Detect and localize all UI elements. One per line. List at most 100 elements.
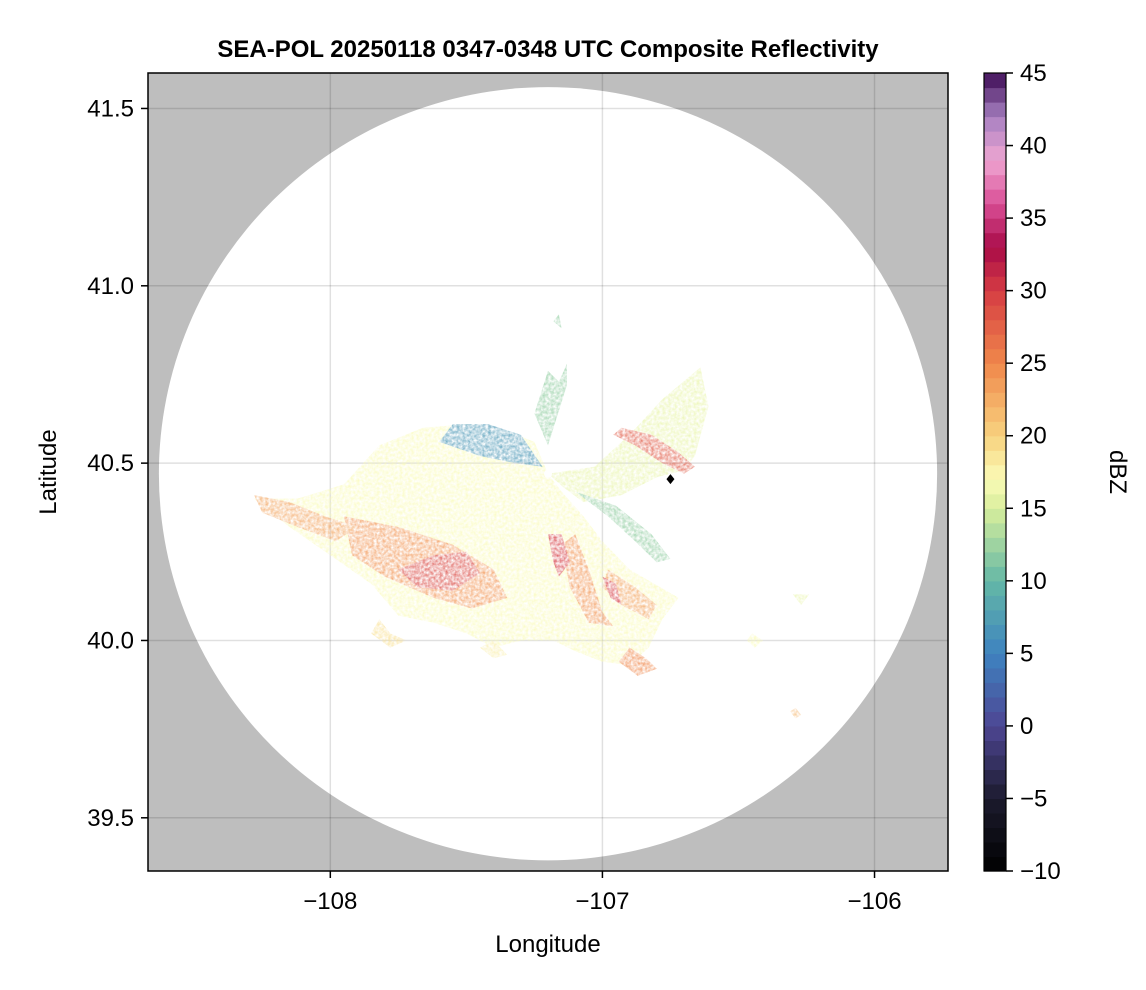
site-markers: [544, 469, 675, 485]
colorbar-segment: [984, 276, 1006, 292]
colorbar-segment: [984, 493, 1006, 509]
echo-southeast-isle: [790, 707, 802, 719]
colorbar-segment: [984, 696, 1006, 712]
colorbar-segment: [984, 218, 1006, 234]
colorbar-segment: [984, 290, 1006, 306]
y-tick-label: 41.0: [87, 273, 134, 300]
colorbar-segment: [984, 479, 1006, 495]
colorbar-segment: [984, 508, 1006, 524]
colorbar-segment: [984, 812, 1006, 829]
echo-ray-peak-2: [602, 576, 622, 605]
colorbar-frame: [983, 72, 1007, 872]
colorbar-tick-label: 0: [1020, 713, 1033, 740]
echo-small-isle-2: [553, 314, 562, 329]
colorbar-segment: [984, 450, 1006, 466]
colorbar-segment: [984, 769, 1006, 785]
colorbar-tick-label: 20: [1020, 423, 1047, 450]
colorbar-tick-label: 30: [1020, 278, 1047, 305]
colorbar-segment: [984, 609, 1006, 625]
echo-south-isle-2: [480, 640, 508, 659]
colorbar-tick-label: 35: [1020, 205, 1047, 232]
colorbar-ticks: −10 −5 0 5 10 15 20 25 30 35 40 45: [1006, 60, 1061, 885]
location-marker: [666, 474, 675, 485]
colorbar-segment: [984, 174, 1006, 190]
colorbar-segment: [984, 189, 1006, 205]
colorbar-segment: [984, 798, 1006, 814]
y-axis-label: Latitude: [35, 429, 62, 514]
colorbar-segment: [984, 421, 1006, 437]
echo-south-ray-b: [602, 569, 657, 620]
colorbar-segment: [984, 740, 1006, 756]
colorbar-tick-label: 5: [1020, 640, 1033, 667]
colorbar-segment: [984, 682, 1006, 698]
colorbar-tick-label: 45: [1020, 60, 1047, 87]
colorbar-segment: [984, 406, 1006, 422]
colorbar-segment: [984, 566, 1006, 582]
echo-southwest-peak: [398, 551, 480, 591]
echo-south-tip: [618, 647, 657, 676]
chart-title: SEA-POL 20250118 0347-0348 UTC Composite…: [217, 36, 879, 63]
colorbar-segment: [984, 595, 1006, 611]
echo-northeast-band: [613, 427, 695, 474]
x-tick-label: −107: [575, 888, 629, 915]
x-tick-label: −106: [847, 888, 901, 915]
colorbar-tick-label: 15: [1020, 495, 1047, 522]
echo-small-isle-1: [792, 594, 810, 605]
colorbar-segment: [984, 783, 1006, 800]
plot-frame: [147, 72, 949, 872]
colorbar-segment: [984, 145, 1006, 161]
colorbar-segment: [984, 667, 1006, 683]
colorbar-segment: [984, 203, 1006, 219]
x-axis-label: Longitude: [495, 931, 600, 958]
echo-southeast-ray: [575, 491, 671, 563]
colorbar-segment: [984, 247, 1006, 263]
x-axis-ticks: −108 −107 −106: [303, 871, 902, 915]
colorbar-segment: [984, 725, 1006, 742]
y-tick-label: 40.5: [87, 450, 134, 477]
colorbar-segment: [984, 319, 1006, 335]
colorbar-tick-label: −5: [1020, 785, 1047, 812]
reflectivity-echoes: [254, 314, 810, 719]
x-tick-label: −108: [303, 888, 357, 915]
echo-ray-peak-1: [548, 534, 570, 577]
colorbar-segment: [984, 638, 1006, 654]
echo-east-isle: [746, 633, 763, 648]
colorbar-segment: [984, 827, 1006, 843]
colorbar-tick-label: 10: [1020, 568, 1047, 595]
colorbar-segment: [984, 653, 1006, 669]
echo-south-ray-a: [561, 534, 614, 627]
colorbar-segment: [984, 377, 1006, 393]
y-axis-ticks: 39.5 40.0 40.5 41.0 41.5: [87, 95, 148, 832]
colorbar-segment: [984, 754, 1006, 771]
colorbar-segment: [984, 537, 1006, 553]
colorbar-segment: [984, 580, 1006, 596]
colorbar-segment: [984, 624, 1006, 640]
colorbar-segment: [984, 131, 1006, 147]
colorbar-tick-label: 40: [1020, 133, 1047, 160]
colorbar-tick-label: 25: [1020, 350, 1047, 377]
echo-south-isle-1: [371, 619, 407, 648]
colorbar-segment: [984, 464, 1006, 480]
colorbar-segment: [984, 711, 1006, 727]
echo-northeast-arm: [548, 367, 709, 503]
colorbar-segment: [984, 116, 1006, 132]
colorbar-label: dBZ: [1104, 450, 1131, 494]
colorbar-segment: [984, 392, 1006, 408]
colorbar-segment: [984, 334, 1006, 350]
radar-site-marker: [544, 469, 552, 478]
echo-north-patch: [534, 363, 567, 446]
colorbar-segment: [984, 160, 1006, 176]
colorbar-segment: [984, 841, 1006, 858]
echo-main-west-sector: [254, 424, 679, 666]
plot-area: [148, 73, 948, 871]
colorbar-segment: [984, 102, 1006, 118]
echo-blue-core-north: [439, 424, 543, 467]
echo-west-tail: [254, 495, 358, 542]
colorbar-tick-label: −10: [1020, 858, 1061, 885]
colorbar-segment: [984, 261, 1006, 277]
colorbar-segment: [984, 305, 1006, 321]
y-tick-label: 39.5: [87, 805, 134, 832]
colorbar-segment: [984, 348, 1006, 364]
colorbar-segment: [984, 87, 1006, 103]
colorbar-segment: [984, 73, 1006, 89]
